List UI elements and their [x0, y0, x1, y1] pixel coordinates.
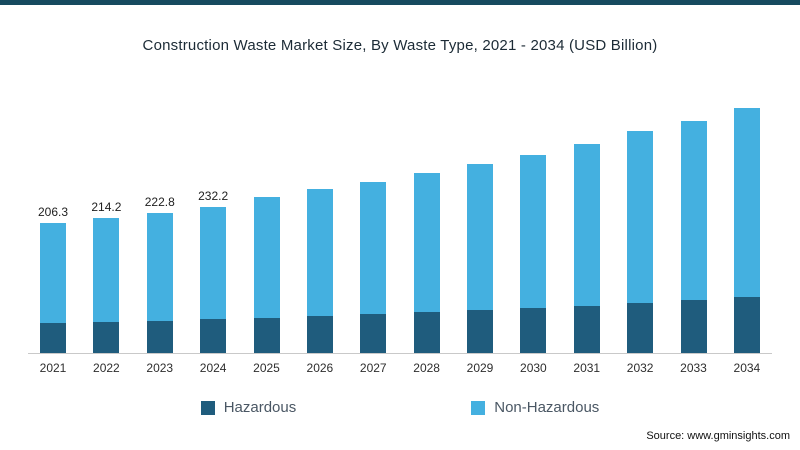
bar-segment-non-hazardous-2024	[200, 206, 227, 320]
bar-segment-hazardous-2022	[93, 321, 120, 353]
legend-item-non-hazardous: Non-Hazardous	[471, 399, 599, 416]
bar-column-2027	[348, 181, 398, 353]
x-axis-label-2031: 2031	[573, 361, 601, 375]
bar-column-2033	[669, 120, 719, 353]
bar-segment-hazardous-2033	[680, 300, 707, 353]
hazardous-swatch-icon	[200, 400, 215, 415]
plot-area: 206.3 214.2 222.8 232.2	[28, 82, 772, 354]
bar-column-2030	[508, 154, 558, 353]
bar-segment-non-hazardous-2022	[93, 218, 120, 322]
bar-total-label-2021: 206.3	[37, 205, 69, 219]
bar-segment-hazardous-2021	[40, 323, 66, 353]
bar-segment-hazardous-2024	[200, 319, 227, 353]
x-axis-label-2032: 2032	[626, 361, 654, 375]
bar-segment-non-hazardous-2031	[573, 144, 600, 306]
x-axis-label-2022: 2022	[93, 361, 120, 375]
x-axis-label-2034: 2034	[733, 361, 761, 375]
x-axis-label-2025: 2025	[253, 361, 280, 375]
bar-segment-hazardous-2023	[146, 320, 173, 353]
x-axis-label-2021: 2021	[39, 361, 67, 375]
bar-segment-non-hazardous-2029	[467, 164, 493, 311]
bar-segment-non-hazardous-2023	[146, 212, 173, 321]
bar-segment-hazardous-2026	[306, 315, 333, 353]
bar-total-label-2023: 222.8	[144, 194, 175, 209]
bar-segment-hazardous-2025	[253, 317, 280, 353]
bar-segment-non-hazardous-2032	[627, 131, 654, 303]
legend-label-hazardous: Hazardous	[223, 399, 297, 416]
bar-column-2031	[562, 144, 612, 353]
bar-segment-non-hazardous-2030	[520, 154, 547, 308]
bar-segment-hazardous-2032	[627, 302, 654, 353]
bar-segment-non-hazardous-2026	[306, 189, 333, 316]
x-axis-label-2026: 2026	[306, 361, 334, 375]
x-axis-label-2033: 2033	[680, 361, 707, 375]
bar-segment-hazardous-2027	[360, 314, 387, 353]
legend: Hazardous Non-Hazardous	[0, 399, 800, 416]
bar-segment-hazardous-2029	[467, 310, 493, 353]
top-accent-border	[0, 0, 800, 5]
bar-segment-hazardous-2034	[733, 297, 760, 353]
non-hazardous-swatch-icon	[471, 400, 486, 415]
legend-item-hazardous: Hazardous	[200, 399, 297, 416]
bar-segment-hazardous-2028	[413, 312, 440, 353]
bar-column-2032	[615, 131, 665, 353]
bar-column-2028	[402, 173, 452, 353]
bar-segment-non-hazardous-2025	[253, 196, 280, 318]
bar-chart: 206.3 214.2 222.8 232.2 2021 2022 2023 2024 202…	[28, 82, 772, 375]
bar-segment-non-hazardous-2021	[40, 223, 66, 324]
bar-column-2022: 214.2	[81, 200, 131, 353]
x-axis-label-2028: 2028	[413, 361, 440, 375]
source-attribution: Source: www.gminsights.com	[646, 430, 790, 442]
x-axis-label-2029: 2029	[466, 361, 494, 375]
bar-total-label-2024: 232.2	[198, 188, 229, 203]
legend-label-non-hazardous: Non-Hazardous	[494, 399, 600, 416]
x-axis-label-2027: 2027	[359, 361, 387, 375]
bar-column-2024: 232.2	[188, 189, 238, 353]
bar-column-2023: 222.8	[135, 195, 185, 353]
x-axis-label-2024: 2024	[199, 361, 227, 375]
chart-title: Construction Waste Market Size, By Waste…	[142, 37, 658, 54]
bar-segment-hazardous-2031	[573, 305, 600, 353]
bar-segment-non-hazardous-2028	[413, 173, 440, 313]
bar-segment-non-hazardous-2034	[733, 108, 760, 298]
bar-column-2025	[242, 196, 292, 353]
bar-segment-non-hazardous-2033	[680, 120, 707, 301]
x-axis-label-2030: 2030	[520, 361, 547, 375]
bar-column-2026	[295, 189, 345, 353]
bar-column-2021: 206.3	[28, 205, 78, 353]
x-axis: 2021 2022 2023 2024 2025 2026 2027 2028 2029 2030…	[28, 361, 772, 375]
bar-total-label-2022: 214.2	[91, 200, 122, 215]
bar-column-2029	[455, 164, 505, 353]
x-axis-label-2023: 2023	[146, 361, 174, 375]
bar-column-2034	[722, 108, 772, 353]
bar-segment-non-hazardous-2027	[360, 181, 387, 315]
bar-segment-hazardous-2030	[520, 307, 547, 353]
